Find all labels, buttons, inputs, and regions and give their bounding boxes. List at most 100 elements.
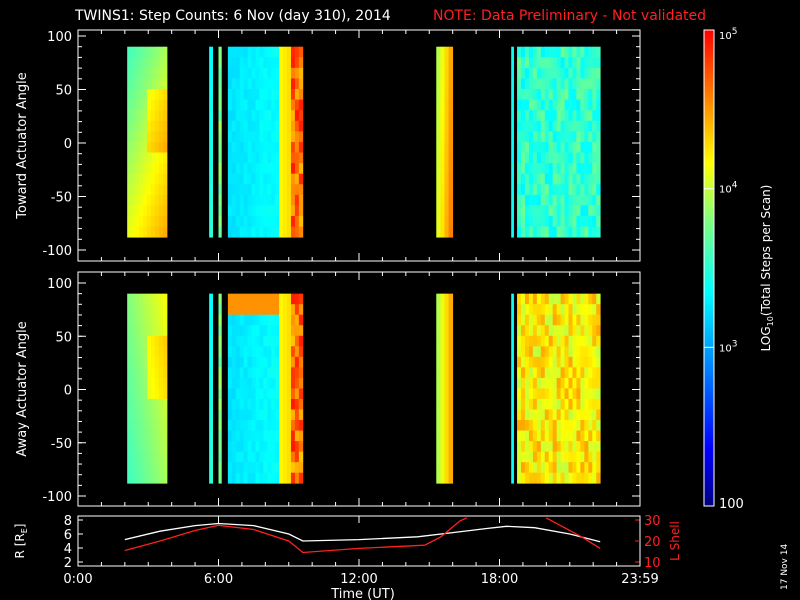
heatmap-cell (151, 335, 156, 347)
heatmap-cell (528, 57, 534, 69)
heatmap-cell (528, 356, 534, 368)
heatmap-cell (521, 67, 526, 79)
heatmap-cell (517, 152, 522, 164)
heatmap-cell (536, 131, 542, 143)
heatmap-cell (239, 356, 245, 368)
heatmap-cell (279, 430, 284, 442)
heatmap-cell (444, 346, 449, 358)
heatmap-cell (548, 131, 554, 143)
heatmap-cell (584, 451, 589, 463)
heatmap-cell (568, 451, 573, 463)
heatmap-cell (271, 409, 276, 421)
heatmap-cell (279, 325, 284, 337)
heatmap-cell (448, 89, 454, 100)
heatmap-cell (155, 194, 160, 206)
heatmap-cell (251, 304, 256, 316)
heatmap-cell (155, 141, 160, 153)
heatmap-cell (143, 141, 148, 153)
heatmap-cell (290, 398, 296, 410)
heatmap-cell (521, 430, 526, 442)
heatmap-cell (548, 89, 554, 100)
heatmap-cell (580, 377, 585, 389)
heatmap-cell (127, 377, 132, 389)
heatmap-cell (243, 293, 248, 305)
heatmap-cell (576, 377, 581, 389)
heatmap-cell (444, 194, 449, 206)
heatmap-cell (143, 226, 148, 238)
heatmap-cell (448, 194, 454, 206)
heatmap-cell (517, 356, 522, 368)
heatmap-cell (218, 46, 222, 58)
heatmap-cell (218, 430, 222, 442)
heatmap-cell (135, 472, 140, 484)
heatmap-cell (521, 388, 526, 400)
heatmap-cell (155, 120, 160, 132)
heatmap-cell (247, 325, 252, 337)
heatmap-cell (556, 304, 562, 316)
heatmap-cell (239, 398, 245, 410)
heatmap-cell (218, 89, 222, 100)
heatmap-cell (209, 335, 214, 347)
heatmap-cell (580, 335, 585, 347)
heatmap-cell (444, 335, 449, 347)
heatmap-cell (568, 377, 573, 389)
heatmap-cell (227, 346, 233, 358)
heatmap-cell (556, 420, 562, 431)
heatmap-cell (568, 99, 573, 111)
heatmap-cell (231, 152, 237, 164)
heatmap-cell (584, 420, 589, 431)
heatmap-cell (552, 430, 558, 442)
heatmap-cell (440, 205, 445, 217)
heatmap-cell (544, 462, 550, 474)
heatmap-cell (151, 226, 156, 238)
heatmap-cell (275, 377, 280, 389)
heatmap-cell (448, 99, 454, 111)
heatmap-cell (218, 163, 222, 175)
heatmap-cell (235, 152, 241, 164)
heatmap-cell (239, 226, 245, 238)
heatmap-cell (440, 388, 445, 400)
heatmap-cell (584, 163, 589, 175)
heatmap-cell (556, 110, 562, 122)
heatmap-cell (227, 451, 233, 463)
heatmap-cell (263, 462, 268, 474)
heatmap-cell (548, 325, 554, 337)
heatmap-cell (247, 304, 252, 316)
heatmap-cell (259, 120, 264, 132)
heatmap-cell (552, 441, 558, 453)
heatmap-cell (544, 89, 550, 100)
heatmap-cell (572, 152, 577, 164)
heatmap-cell (592, 163, 597, 175)
heatmap-cell (524, 398, 530, 410)
heatmap-cell (259, 388, 264, 400)
heatmap-cell (536, 346, 542, 358)
heatmap-cell (218, 194, 222, 206)
heatmap-cell (298, 46, 304, 58)
heatmap-cell (580, 420, 585, 431)
heatmap-cell (159, 120, 164, 132)
heatmap-cell (159, 216, 164, 227)
heatmap-cell (552, 152, 558, 164)
heatmap-cell (521, 173, 526, 185)
heatmap-cell (290, 67, 296, 79)
heatmap-cell (536, 89, 542, 100)
heatmap-cell (267, 205, 272, 217)
heatmap-cell (536, 325, 542, 337)
heatmap-cell (151, 89, 156, 100)
heatmap-cell (255, 99, 260, 111)
heatmap-cell (568, 205, 573, 217)
heatmap-cell (279, 163, 284, 175)
heatmap-cell (209, 57, 214, 69)
heatmap-cell (552, 173, 558, 185)
heatmap-cell (139, 409, 144, 421)
heatmap-cell (556, 346, 562, 358)
heatmap-cell (548, 173, 554, 185)
heatmap-cell (298, 89, 304, 100)
heatmap-cell (532, 99, 538, 111)
heatmap-cell (159, 367, 164, 379)
heatmap-cell (139, 293, 144, 305)
heatmap-cell (580, 205, 585, 217)
heatmap-cell (275, 441, 280, 453)
heatmap-cell (239, 377, 245, 389)
heatmap-cell (532, 346, 538, 358)
